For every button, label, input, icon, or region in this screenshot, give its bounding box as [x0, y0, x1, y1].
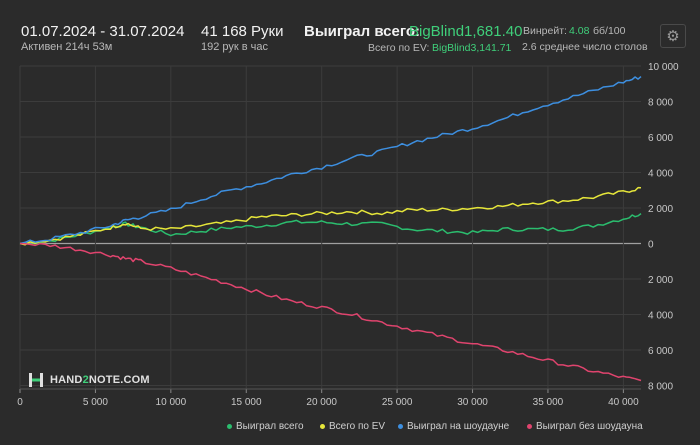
- x-tick-label: 25 000: [382, 397, 413, 408]
- series-line-0: [19, 213, 642, 245]
- legend-item-won-total[interactable]: Выиграл всего: [227, 421, 304, 432]
- y-tick-label: 8 000: [648, 97, 673, 108]
- active-time: Активен 214ч 53м: [21, 41, 113, 53]
- x-tick-label: 15 000: [231, 397, 262, 408]
- x-tick-label: 20 000: [306, 397, 337, 408]
- hand2note-logo-text: HAND2NOTE.COM: [50, 374, 150, 386]
- y-tick-label: 6 000: [648, 346, 673, 357]
- x-tick-label: 30 000: [457, 397, 488, 408]
- legend-item-non-showdown[interactable]: Выиграл без шоудауна: [527, 421, 643, 432]
- ev-total-value: BigBlind3,141.71: [432, 42, 512, 54]
- x-tick-label: 40 000: [608, 397, 639, 408]
- y-tick-label: 10 000: [648, 62, 679, 73]
- chart-legend: Выиграл всего Всего по EV Выиграл на шоу…: [0, 421, 700, 435]
- settings-button[interactable]: ⚙: [660, 24, 686, 48]
- hand2note-logo-icon: [29, 373, 43, 387]
- legend-item-ev[interactable]: Всего по EV: [320, 421, 385, 432]
- x-tick-label: 0: [17, 397, 23, 408]
- y-tick-label: 6 000: [648, 133, 673, 144]
- winrate-value: 4.08: [569, 25, 590, 37]
- gear-icon: ⚙: [666, 28, 680, 45]
- won-total-label: Выиграл всего:: [304, 23, 421, 40]
- y-tick-label: 0: [648, 239, 654, 250]
- avg-tables: 2.6 среднее число столов: [522, 41, 648, 53]
- y-tick-label: 2 000: [648, 275, 673, 286]
- winrate-label: Винрейт:: [523, 25, 567, 37]
- y-tick-label: 2 000: [648, 204, 673, 215]
- x-tick-label: 35 000: [533, 397, 564, 408]
- legend-dot-icon: [227, 423, 232, 429]
- series-line-2: [19, 76, 642, 245]
- y-tick-label: 4 000: [648, 168, 673, 179]
- hand2note-logo: HAND2NOTE.COM: [28, 370, 150, 390]
- x-tick-label: 10 000: [156, 397, 187, 408]
- series-line-1: [19, 186, 642, 246]
- stats-header: 01.07.2024 - 31.07.2024 Активен 214ч 53м…: [0, 0, 700, 60]
- series-line-3: [19, 242, 642, 382]
- date-range[interactable]: 01.07.2024 - 31.07.2024: [21, 23, 185, 40]
- winnings-chart: 10 000 8 000 6 000 4 000 2 000 0 2 000 4 000 6 0…: [17, 62, 679, 408]
- hands-per-hour: 192 рук в час: [201, 41, 269, 53]
- y-tick-label: 4 000: [648, 310, 673, 321]
- y-tick-label: 8 000: [648, 381, 673, 392]
- legend-dot-icon: [320, 423, 325, 429]
- x-tick-label: 5 000: [83, 397, 108, 408]
- legend-item-showdown[interactable]: Выиграл на шоудауне: [398, 421, 509, 432]
- won-total-value: BigBlind1,681.40: [409, 23, 523, 40]
- legend-dot-icon: [527, 423, 532, 429]
- legend-dot-icon: [398, 423, 403, 429]
- ev-total-label: Всего по EV:: [368, 42, 430, 54]
- winrate-unit: бб/100: [593, 25, 626, 37]
- hands-count: 41 168 Руки: [201, 23, 284, 40]
